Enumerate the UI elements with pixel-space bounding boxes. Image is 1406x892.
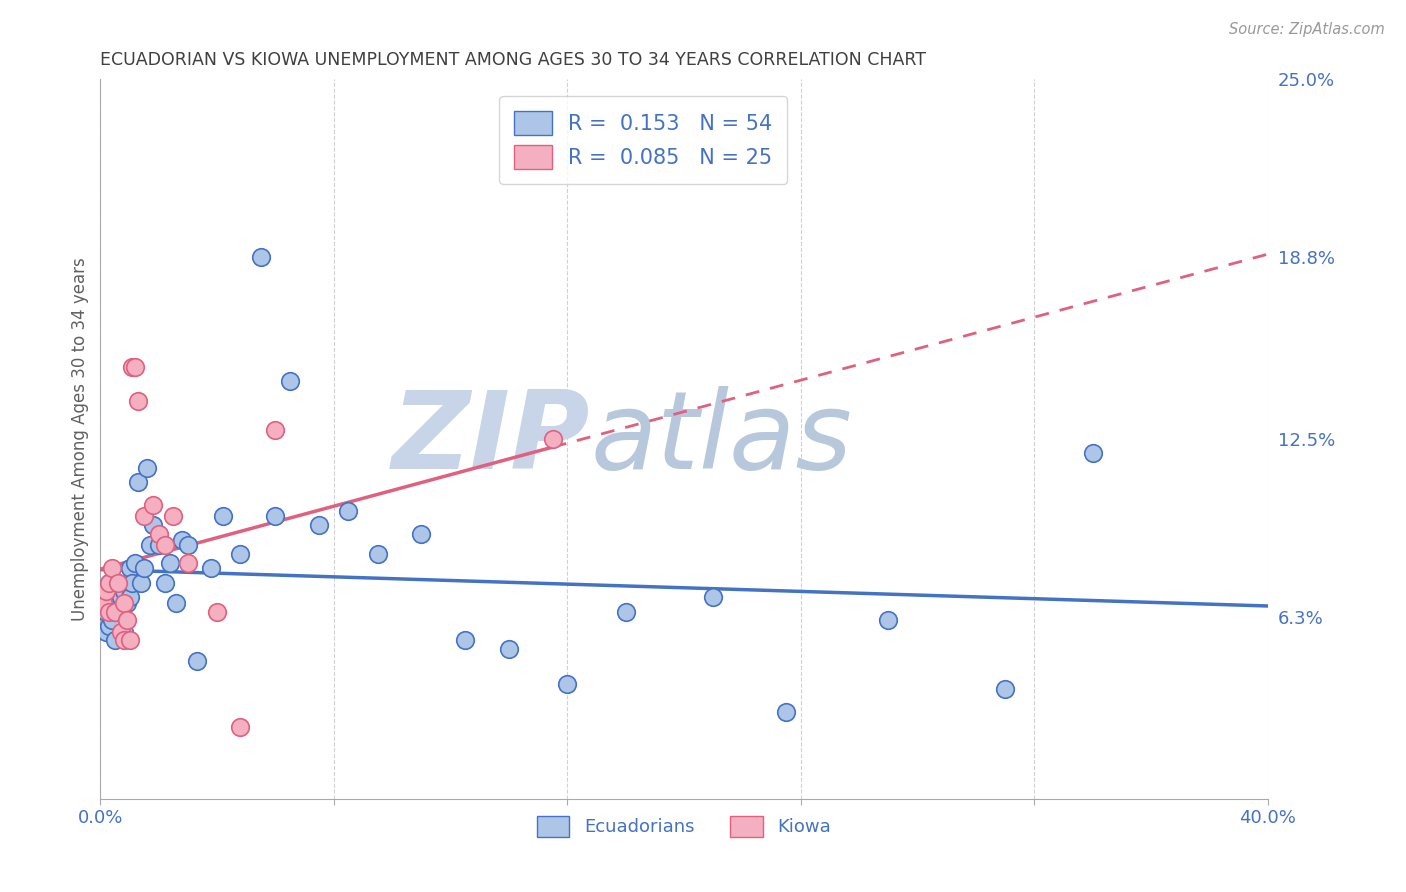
Point — [994, 682, 1017, 697]
Point — [98, 575, 121, 590]
Point — [1081, 446, 1104, 460]
Point — [159, 556, 181, 570]
Point — [124, 556, 146, 570]
Point — [112, 584, 135, 599]
Legend: Ecuadorians, Kiowa: Ecuadorians, Kiowa — [530, 808, 838, 844]
Point — [278, 374, 301, 388]
Point — [96, 624, 118, 639]
Text: Source: ZipAtlas.com: Source: ZipAtlas.com — [1229, 22, 1385, 37]
Point — [91, 596, 114, 610]
Point — [98, 619, 121, 633]
Point — [121, 575, 143, 590]
Point — [541, 432, 564, 446]
Point — [110, 624, 132, 639]
Text: atlas: atlas — [591, 386, 852, 491]
Point — [142, 498, 165, 512]
Point — [229, 547, 252, 561]
Point — [104, 605, 127, 619]
Point — [112, 596, 135, 610]
Point — [498, 642, 520, 657]
Point — [121, 359, 143, 374]
Point — [702, 590, 724, 604]
Point — [101, 613, 124, 627]
Y-axis label: Unemployment Among Ages 30 to 34 years: Unemployment Among Ages 30 to 34 years — [72, 257, 89, 621]
Point — [129, 575, 152, 590]
Point — [186, 654, 208, 668]
Point — [264, 509, 287, 524]
Point — [104, 633, 127, 648]
Point — [91, 596, 114, 610]
Point — [148, 526, 170, 541]
Point — [104, 584, 127, 599]
Point — [96, 605, 118, 619]
Point — [200, 561, 222, 575]
Point — [112, 633, 135, 648]
Point — [165, 596, 187, 610]
Point — [454, 633, 477, 648]
Point — [177, 556, 200, 570]
Point — [101, 561, 124, 575]
Point — [98, 605, 121, 619]
Point — [877, 613, 900, 627]
Point — [124, 359, 146, 374]
Point — [115, 596, 138, 610]
Point — [308, 518, 330, 533]
Point — [118, 590, 141, 604]
Point — [139, 538, 162, 552]
Point — [153, 575, 176, 590]
Point — [614, 605, 637, 619]
Point — [104, 605, 127, 619]
Point — [775, 706, 797, 720]
Point — [134, 561, 156, 575]
Point — [110, 590, 132, 604]
Point — [118, 633, 141, 648]
Point — [96, 584, 118, 599]
Point — [153, 538, 176, 552]
Point — [136, 460, 159, 475]
Point — [118, 561, 141, 575]
Point — [148, 538, 170, 552]
Point — [134, 509, 156, 524]
Point — [101, 596, 124, 610]
Point — [264, 423, 287, 437]
Point — [127, 394, 149, 409]
Point — [205, 605, 228, 619]
Point — [112, 624, 135, 639]
Point — [229, 720, 252, 734]
Point — [177, 538, 200, 552]
Point — [107, 575, 129, 590]
Point — [367, 547, 389, 561]
Point — [337, 504, 360, 518]
Point — [411, 526, 433, 541]
Point — [212, 509, 235, 524]
Text: ZIP: ZIP — [392, 385, 591, 491]
Point — [110, 605, 132, 619]
Point — [98, 575, 121, 590]
Point — [127, 475, 149, 489]
Text: ECUADORIAN VS KIOWA UNEMPLOYMENT AMONG AGES 30 TO 34 YEARS CORRELATION CHART: ECUADORIAN VS KIOWA UNEMPLOYMENT AMONG A… — [100, 51, 927, 69]
Point — [107, 575, 129, 590]
Point — [162, 509, 184, 524]
Point — [250, 250, 273, 264]
Point — [557, 676, 579, 690]
Point — [142, 518, 165, 533]
Point — [170, 533, 193, 547]
Point — [107, 596, 129, 610]
Point — [115, 613, 138, 627]
Point — [98, 590, 121, 604]
